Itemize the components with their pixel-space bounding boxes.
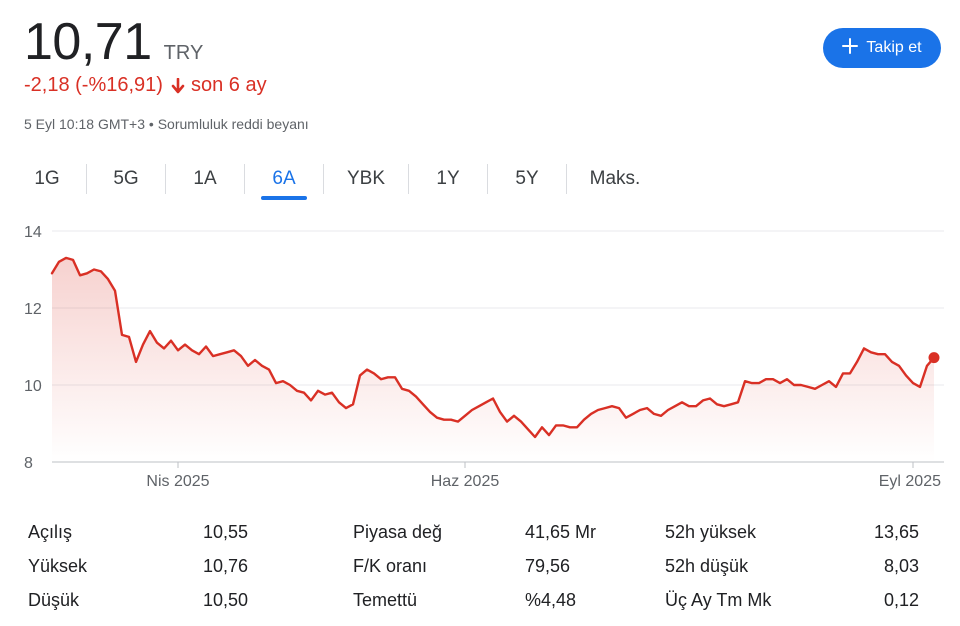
price-change-row: -2,18 (-%16,91) son 6 ay <box>24 74 267 97</box>
meta-separator: • <box>148 116 154 132</box>
tab-divider <box>165 164 166 194</box>
y-tick-label: 14 <box>24 224 42 241</box>
tab-divider <box>86 164 87 194</box>
follow-button-label: Takip et <box>866 39 922 56</box>
tab-label: YBK <box>346 168 386 189</box>
tab-5g[interactable]: 5G <box>87 160 165 198</box>
stat-label-fk-orani: F/K oranı <box>353 556 428 576</box>
stat-value-piyasa-deg: 41,65 Mr <box>525 522 597 542</box>
stat-label-dusuk: Düşük <box>28 590 80 610</box>
tab-divider <box>487 164 488 194</box>
y-tick-label: 8 <box>24 455 33 472</box>
x-tick-label: Nis 2025 <box>146 473 209 490</box>
tab-divider <box>566 164 567 194</box>
tab-1g[interactable]: 1G <box>8 160 86 198</box>
stat-value-52h-yuksek: 13,65 <box>873 522 919 542</box>
tab-1y[interactable]: 1Y <box>409 160 487 198</box>
x-tick-label: Haz 2025 <box>431 473 500 490</box>
y-tick-label: 12 <box>24 301 42 318</box>
arrow-down-icon <box>171 77 185 94</box>
price-chart[interactable]: 14 12 10 8 Nis 2025 Haz 2025 Eyl 2025 <box>0 210 960 500</box>
quote-meta: 5 Eyl 10:18 GMT+3 • Sorumluluk reddi bey… <box>24 116 309 132</box>
stat-label-piyasa-deg: Piyasa değ <box>353 522 443 542</box>
tab-label: 5G <box>113 168 139 189</box>
range-tabs: 1G 5G 1A 6A YBK 1Y 5Y Maks. <box>8 158 663 200</box>
tab-1a[interactable]: 1A <box>166 160 244 198</box>
stats-row: Yüksek 10,76 F/K oranı 79,56 52h düşük 8,03 <box>28 556 928 590</box>
last-price-dot <box>928 352 940 364</box>
tab-label: 6A <box>272 168 296 189</box>
tab-6a[interactable]: 6A <box>245 160 323 198</box>
stat-value-uc-ay-tm-mk: 0,12 <box>883 590 919 610</box>
price-line <box>50 256 936 439</box>
current-price: 10,71 <box>24 13 152 71</box>
stat-value-yuksek: 10,76 <box>203 556 249 576</box>
stat-label-temettu: Temettü <box>353 590 418 610</box>
change-period: son 6 ay <box>190 74 267 96</box>
stat-label-acilis: Açılış <box>28 522 73 542</box>
price-row: 10,71 TRY <box>24 14 203 70</box>
stat-label-yuksek: Yüksek <box>28 556 88 576</box>
stat-value-dusuk: 10,50 <box>203 590 249 610</box>
disclaimer-link[interactable]: Sorumluluk reddi beyanı <box>157 116 309 132</box>
follow-button[interactable]: Takip et <box>823 28 941 68</box>
tab-maks[interactable]: Maks. <box>567 160 663 198</box>
tab-5y[interactable]: 5Y <box>488 160 566 198</box>
price-area-fill <box>52 257 934 462</box>
quote-timestamp: 5 Eyl 10:18 GMT+3 <box>24 116 146 132</box>
price-change: -2,18 (-%16,91) <box>24 74 163 96</box>
plus-icon <box>842 37 859 59</box>
stat-value-acilis: 10,55 <box>203 522 249 542</box>
y-tick-label: 10 <box>24 378 42 395</box>
x-tick-label: Eyl 2025 <box>879 473 941 490</box>
tab-label: 1G <box>34 168 60 189</box>
tab-divider <box>408 164 409 194</box>
stats-row: Düşük 10,50 Temettü %4,48 Üç Ay Tm Mk 0,12 <box>28 590 928 624</box>
tab-divider <box>323 164 324 194</box>
stat-label-uc-ay-tm-mk: Üç Ay Tm Mk <box>665 590 772 610</box>
tab-label: 1A <box>193 168 217 189</box>
stat-value-52h-dusuk: 8,03 <box>883 556 919 576</box>
stat-value-temettu: %4,48 <box>525 590 577 610</box>
stats-table: Açılış 10,55 Piyasa değ 41,65 Mr 52h yükse… <box>28 522 928 624</box>
stat-value-fk-orani: 79,56 <box>525 556 571 576</box>
stat-label-52h-dusuk: 52h düşük <box>665 556 749 576</box>
stat-label-52h-yuksek: 52h yüksek <box>665 522 757 542</box>
tab-label: 5Y <box>515 168 539 189</box>
tab-ybk[interactable]: YBK <box>324 160 408 198</box>
tab-label: Maks. <box>589 168 641 189</box>
tab-label: 1Y <box>436 168 460 189</box>
stats-row: Açılış 10,55 Piyasa değ 41,65 Mr 52h yükse… <box>28 522 928 556</box>
currency-code: TRY <box>163 42 204 64</box>
